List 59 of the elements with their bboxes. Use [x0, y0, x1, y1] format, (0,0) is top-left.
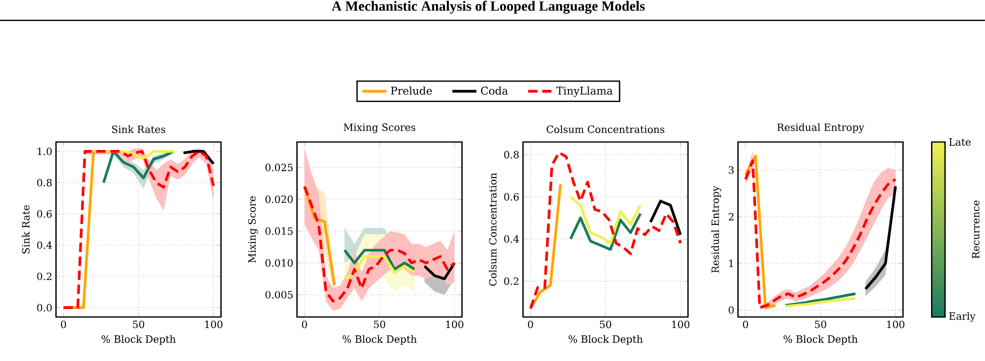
color-bar-title: Recurrence	[972, 200, 980, 258]
y-tick-label: 0.2	[504, 277, 518, 285]
chart-title: Colsum Concentrations	[546, 125, 664, 134]
x-tick-label: 50	[815, 320, 826, 328]
y-tick-label: 0.4	[37, 241, 52, 249]
x-tick-label: 100	[887, 320, 904, 328]
line-series	[569, 212, 642, 251]
y-tick-label: 1.0	[38, 148, 52, 156]
line-series	[529, 182, 562, 310]
legend-label: Coda	[480, 86, 508, 95]
legend-label: TinyLlama	[556, 86, 613, 97]
x-tick-label: 100	[446, 320, 464, 328]
color-bar-label: Early	[949, 312, 976, 322]
chart-title: Mixing Scores	[344, 123, 416, 134]
color-bar-label: Late	[949, 138, 971, 146]
line-series	[744, 154, 777, 310]
x-tick-label: 100	[205, 320, 222, 328]
y-tick-label: 0.0	[37, 304, 52, 312]
line-series	[529, 151, 682, 310]
x-tick-label: 0	[60, 320, 66, 328]
chart-title: Sink Rates	[112, 125, 166, 134]
x-tick-label: 0	[302, 320, 308, 328]
y-tick-label: 0.8	[504, 150, 519, 158]
x-tick-label: 50	[600, 320, 612, 328]
line-series	[649, 200, 682, 236]
y-tick-label: 0	[728, 306, 734, 314]
y-tick-label: 0.010	[265, 259, 293, 267]
y-tick-label: 1	[729, 260, 733, 268]
y-axis-title: Residual Entropy	[711, 186, 722, 273]
line-series	[569, 195, 642, 245]
x-tick-label: 0	[742, 320, 748, 328]
y-tick-label: 0.4	[504, 235, 519, 243]
y-tick-label: 0.6	[504, 193, 519, 201]
y-tick-label: 0.2	[37, 272, 52, 280]
x-tick-label: 50	[374, 320, 386, 328]
x-axis-title: % Block Depth	[102, 335, 176, 345]
y-tick-label: 2	[728, 212, 734, 220]
x-axis-title: % Block Depth	[784, 335, 858, 345]
line-series	[102, 150, 175, 184]
x-tick-label: 100	[672, 320, 690, 328]
y-tick-label: 0.6	[37, 210, 52, 218]
text: A Mechanistic Analysis of Looped Language Models	[332, 0, 645, 14]
x-tick-label: 0	[528, 320, 534, 328]
y-axis-title: Mixing Score	[248, 196, 258, 263]
y-tick-label: 0.8	[37, 178, 52, 186]
y-axis-title: Colsum Concentration	[488, 172, 497, 286]
x-axis-title: % Block Depth	[342, 335, 417, 345]
y-axis-title: Sink Rate	[22, 205, 30, 254]
chart-title: Residual Entropy	[777, 123, 864, 134]
y-tick-label: 0.015	[265, 227, 293, 235]
x-tick-label: 50	[133, 320, 144, 328]
y-tick-label: 0.020	[265, 195, 293, 204]
x-axis-title: % Block Depth	[568, 335, 643, 345]
line-series	[784, 297, 857, 308]
y-tick-label: 0.005	[265, 290, 293, 299]
y-tick-label: 0.025	[265, 164, 293, 172]
y-tick-label: 3	[728, 166, 734, 174]
line-series	[303, 185, 456, 302]
legend-label: Prelude	[390, 86, 432, 95]
